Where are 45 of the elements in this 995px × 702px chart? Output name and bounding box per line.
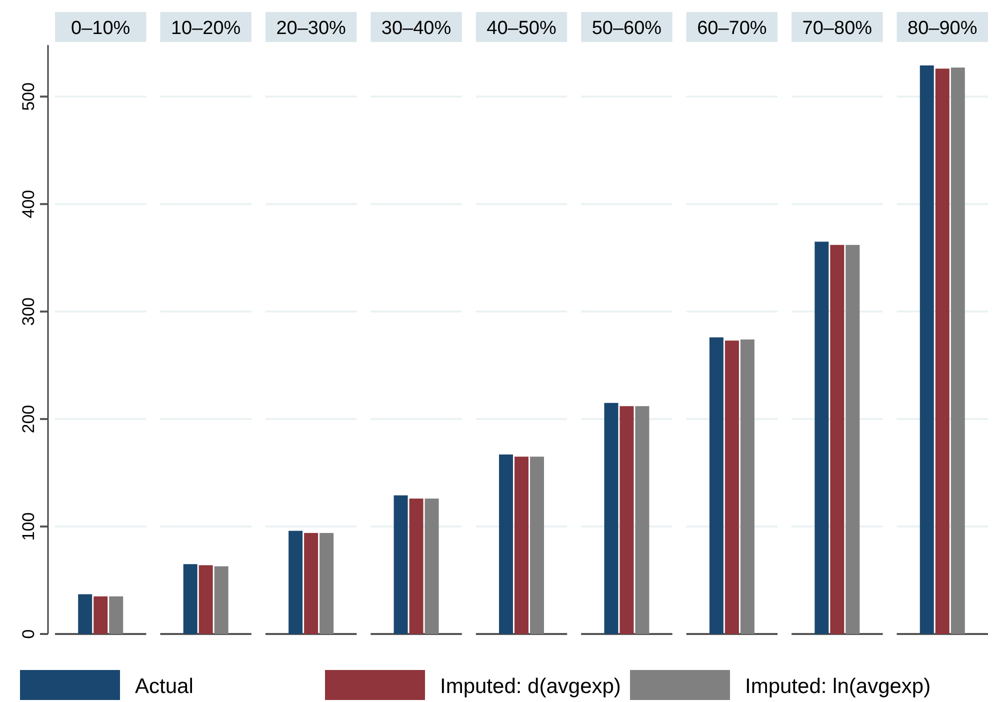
legend-label: Actual	[135, 675, 194, 698]
bar	[424, 498, 439, 634]
x-tick-label: 80–90%	[908, 18, 978, 39]
x-tick-label: 10–20%	[170, 18, 241, 39]
bar	[814, 242, 829, 634]
bar	[198, 565, 213, 634]
bar	[514, 456, 528, 634]
x-tick-label: 60–70%	[697, 18, 767, 39]
bar	[304, 532, 318, 634]
legend-label: Imputed: d(avgexp)	[440, 675, 621, 698]
y-tick-label: 300	[19, 297, 38, 326]
bar	[846, 244, 860, 634]
x-tick-label: 40–50%	[486, 18, 556, 39]
bar	[950, 68, 965, 634]
x-tick-label: 30–40%	[381, 18, 452, 39]
bar	[214, 566, 228, 634]
y-tick-label: 100	[19, 512, 38, 541]
bar	[409, 498, 424, 634]
bar	[935, 68, 950, 634]
bar	[620, 406, 634, 634]
bar	[740, 340, 754, 634]
bar	[499, 454, 513, 634]
x-tick-label: 50–60%	[592, 18, 662, 39]
x-tick-label: 0–10%	[71, 18, 130, 39]
bar	[109, 596, 124, 634]
x-tick-label: 70–80%	[802, 18, 872, 39]
y-tick-label: 200	[19, 404, 38, 434]
bar	[724, 340, 739, 634]
bar	[830, 244, 844, 634]
bar	[920, 65, 934, 634]
x-tick-label: 20–30%	[276, 18, 346, 39]
bar	[604, 402, 618, 634]
bar	[183, 564, 198, 634]
bar	[530, 456, 544, 634]
bar	[78, 594, 92, 634]
bar	[320, 532, 334, 634]
y-tick-label: 500	[19, 82, 38, 111]
y-tick-label: 400	[19, 190, 38, 218]
bar	[94, 596, 108, 634]
legend-label: Imputed: ln(avgexp)	[745, 675, 931, 698]
y-tick-label: 0	[19, 629, 38, 639]
bar	[288, 530, 303, 634]
bar	[709, 337, 724, 634]
bar	[394, 495, 408, 634]
bar	[635, 406, 650, 634]
